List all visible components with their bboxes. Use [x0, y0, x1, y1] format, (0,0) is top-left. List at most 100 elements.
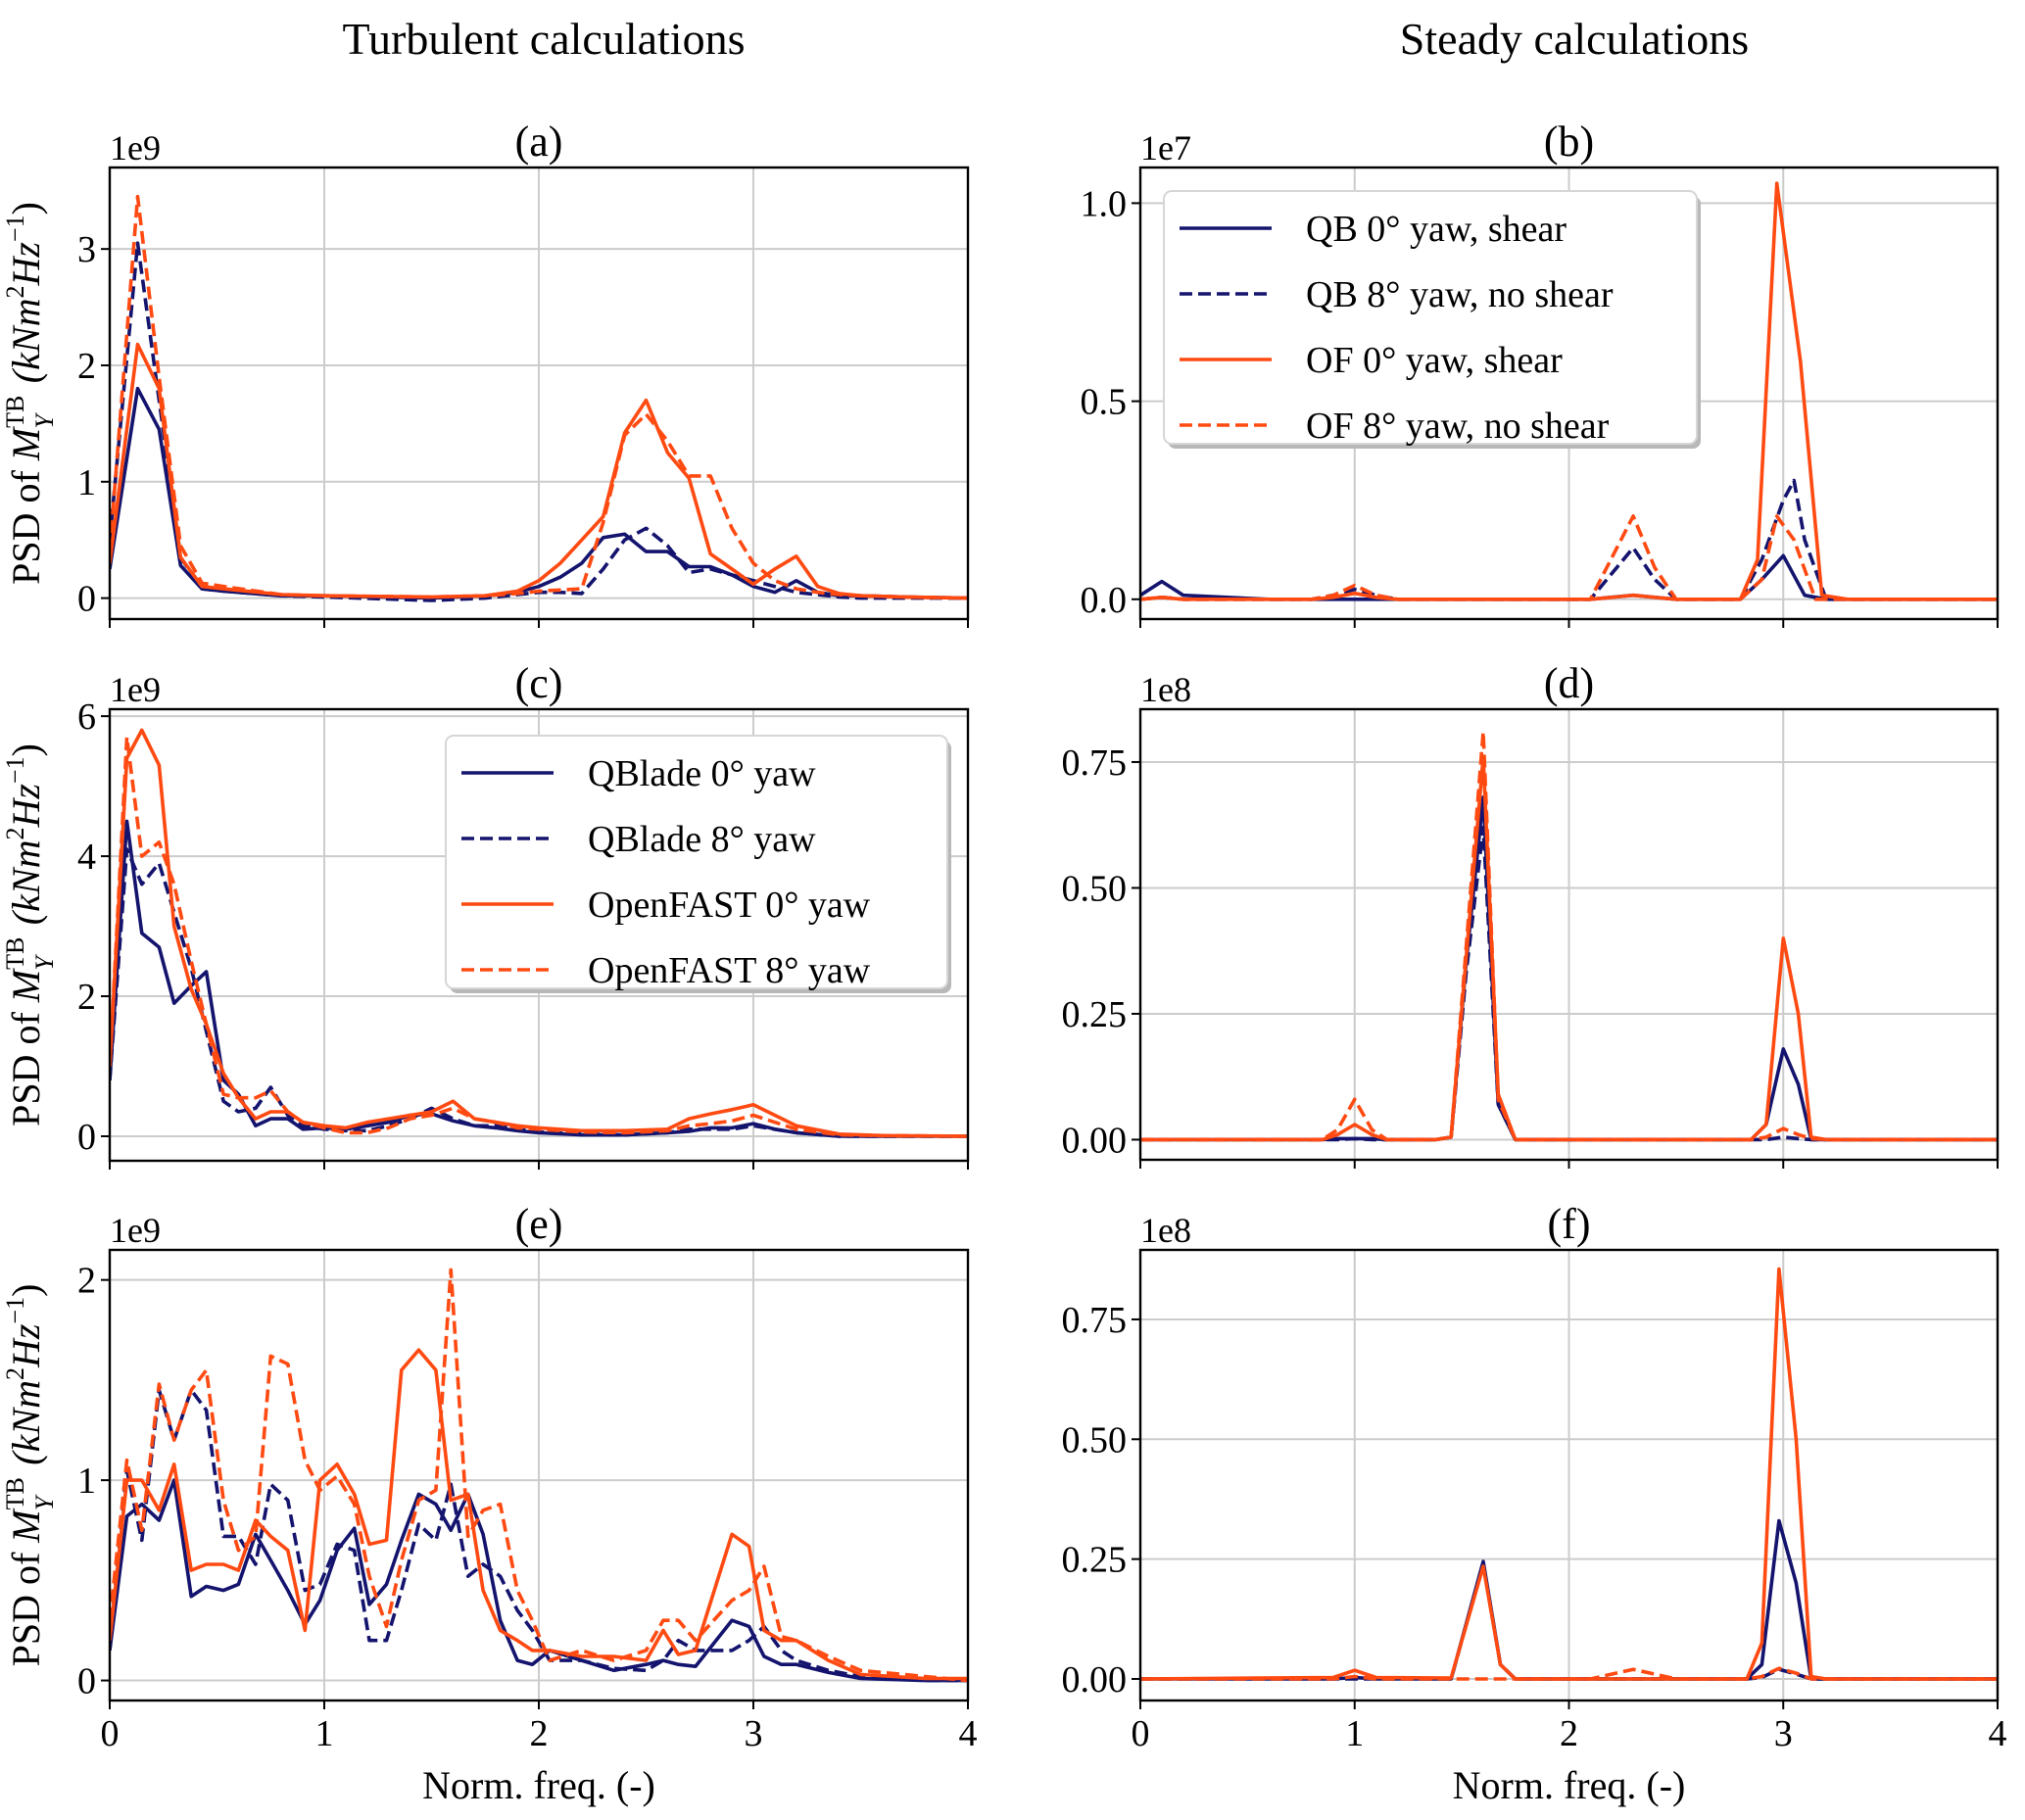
y-offset-label: 1e8: [1140, 1211, 1191, 1250]
panel-title: (d): [1544, 659, 1594, 707]
y-axis-label: PSD of MTBY (kNm2Hz−1): [1, 1284, 59, 1667]
ylabel-prefix: PSD of: [4, 1543, 48, 1667]
panel-title: (a): [515, 118, 563, 166]
x-tick-label: 2: [530, 1713, 549, 1754]
ylabel-var: M: [4, 967, 48, 1003]
ylabel-unit-sup2: −1: [1, 215, 29, 242]
ylabel-unit-close: ): [4, 743, 48, 756]
column-title-steady: Steady calculations: [1400, 14, 1749, 64]
y-tick-label: 1: [77, 462, 96, 503]
legend-label: OpenFAST 0° yaw: [588, 885, 871, 926]
panel-b: 0.0 0.5 1.0 1e7 (b) QB 0° yaw, shear QB 8° yaw…: [1081, 118, 2000, 628]
series-line-qblade-8-yaw: [110, 1388, 968, 1683]
legend-label: OpenFAST 8° yaw: [588, 950, 871, 991]
ylabel-prefix: PSD of: [4, 1002, 48, 1126]
x-tick-label: 1: [1345, 1713, 1364, 1754]
x-tick-label: 3: [1774, 1713, 1793, 1754]
series-group: [1140, 730, 1998, 1142]
legend: QBlade 0° yaw QBlade 8° yaw OpenFAST 0° ya…: [445, 735, 951, 993]
x-axis-label: Norm. freq. (-): [422, 1763, 655, 1807]
x-tick-label: 4: [959, 1713, 978, 1754]
column-title-turbulent: Turbulent calculations: [343, 14, 746, 64]
series-line-openfast-8-yaw: [110, 735, 968, 1138]
ylabel-sub: Y: [30, 1494, 59, 1510]
legend-label: QB 8° yaw, no shear: [1306, 274, 1614, 315]
ylabel-sub: Y: [30, 954, 59, 971]
ylabel-var: M: [4, 1508, 48, 1544]
ylabel-unit-sup2: −1: [1, 756, 29, 784]
series-line-of-0-yaw-shear: [1140, 1267, 1998, 1681]
ylabel-unit-mid: Hz: [4, 784, 48, 829]
ylabel-unit-close: ): [4, 1284, 48, 1297]
y-tick-label: 0.25: [1062, 994, 1128, 1035]
y-tick-label: 0.25: [1062, 1540, 1128, 1581]
panel-title: (b): [1544, 118, 1594, 166]
legend-label: OF 8° yaw, no shear: [1306, 406, 1610, 447]
legend-box: [445, 735, 948, 989]
legend-box: [1163, 190, 1698, 445]
series-group: [110, 1268, 968, 1683]
ylabel-sup: TB: [1, 937, 29, 970]
y-tick-label: 0.50: [1062, 868, 1128, 909]
ylabel-unit-mid: Hz: [4, 1323, 48, 1368]
y-tick-label: 0.00: [1062, 1120, 1128, 1161]
series-line-of-8-yaw-no-shear: [1140, 730, 1998, 1142]
series-line-openfast-0-yaw: [110, 342, 968, 600]
ylabel-prefix: PSD of: [4, 460, 48, 585]
y-tick-label: 2: [77, 977, 96, 1018]
series-group: [1140, 181, 1998, 601]
x-tick-label: 0: [101, 1713, 120, 1754]
y-tick-label: 2: [77, 346, 96, 387]
y-tick-label: 0.00: [1062, 1659, 1128, 1700]
x-tick-label: 4: [1989, 1713, 2007, 1754]
panel-title: (c): [515, 659, 563, 707]
y-tick-label: 4: [77, 837, 96, 878]
ylabel-sup: TB: [1, 1477, 29, 1509]
series-line-of-0-yaw-shear: [1140, 181, 1998, 601]
ylabel-unit-sup1: 2: [1, 1367, 29, 1380]
series-line-qb-8-yaw-no-shear: [1140, 825, 1998, 1142]
y-tick-label: 2: [77, 1261, 96, 1302]
y-axis-label: PSD of MTBY (kNm2Hz−1): [1, 743, 59, 1126]
y-tick-label: 0: [77, 579, 96, 620]
y-tick-label: 6: [77, 696, 96, 738]
panel-e: 0 1 2 3 4 0 1 2 1e9 (e) Norm. freq. (-) PSD of MTBY…: [1, 1200, 978, 1807]
series-line-of-8-yaw-no-shear: [1140, 1666, 1998, 1681]
ylabel-unit-sup2: −1: [1, 1297, 29, 1324]
series-line-qblade-8-yaw: [110, 241, 968, 602]
series-line-openfast-8-yaw: [110, 1268, 968, 1683]
x-tick-label: 0: [1132, 1713, 1150, 1754]
y-tick-label: 0.75: [1062, 742, 1128, 784]
panel-d: 0.00 0.25 0.50 0.75 1e8 (d): [1062, 659, 2000, 1169]
panel-title: (f): [1548, 1200, 1591, 1248]
ylabel-unit-close: ): [4, 202, 48, 215]
legend: QB 0° yaw, shear QB 8° yaw, no shear OF 0°…: [1163, 190, 1701, 449]
y-tick-label: 0: [77, 1661, 96, 1702]
y-tick-label: 0.0: [1081, 580, 1128, 621]
y-tick-label: 0.75: [1062, 1300, 1128, 1341]
panel-f: 0 1 2 3 4 0.00 0.25 0.50 0.75 1e8 (f) Norm. freq. (…: [1062, 1200, 2007, 1807]
ylabel-unit-sup1: 2: [1, 286, 29, 299]
ylabel-var: M: [4, 425, 48, 461]
x-tick-label: 3: [745, 1713, 763, 1754]
y-tick-label: 1.0: [1081, 183, 1128, 224]
legend-label: QBlade 0° yaw: [588, 753, 816, 794]
legend-label: QB 0° yaw, shear: [1306, 209, 1567, 250]
y-tick-label: 1: [77, 1461, 96, 1502]
legend-label: OF 0° yaw, shear: [1306, 340, 1563, 381]
x-tick-label: 2: [1560, 1713, 1578, 1754]
y-offset-label: 1e9: [110, 1211, 161, 1250]
y-tick-label: 0: [77, 1117, 96, 1158]
ylabel-unit: (kNm: [4, 299, 48, 394]
x-tick-label: 1: [315, 1713, 334, 1754]
ylabel-unit-mid: Hz: [4, 242, 48, 287]
series-line-of-8-yaw-no-shear: [1140, 514, 1998, 601]
series-group: [110, 194, 968, 602]
panel-title: (e): [515, 1200, 563, 1248]
ylabel-unit: (kNm: [4, 840, 48, 935]
y-offset-label: 1e7: [1140, 128, 1191, 168]
